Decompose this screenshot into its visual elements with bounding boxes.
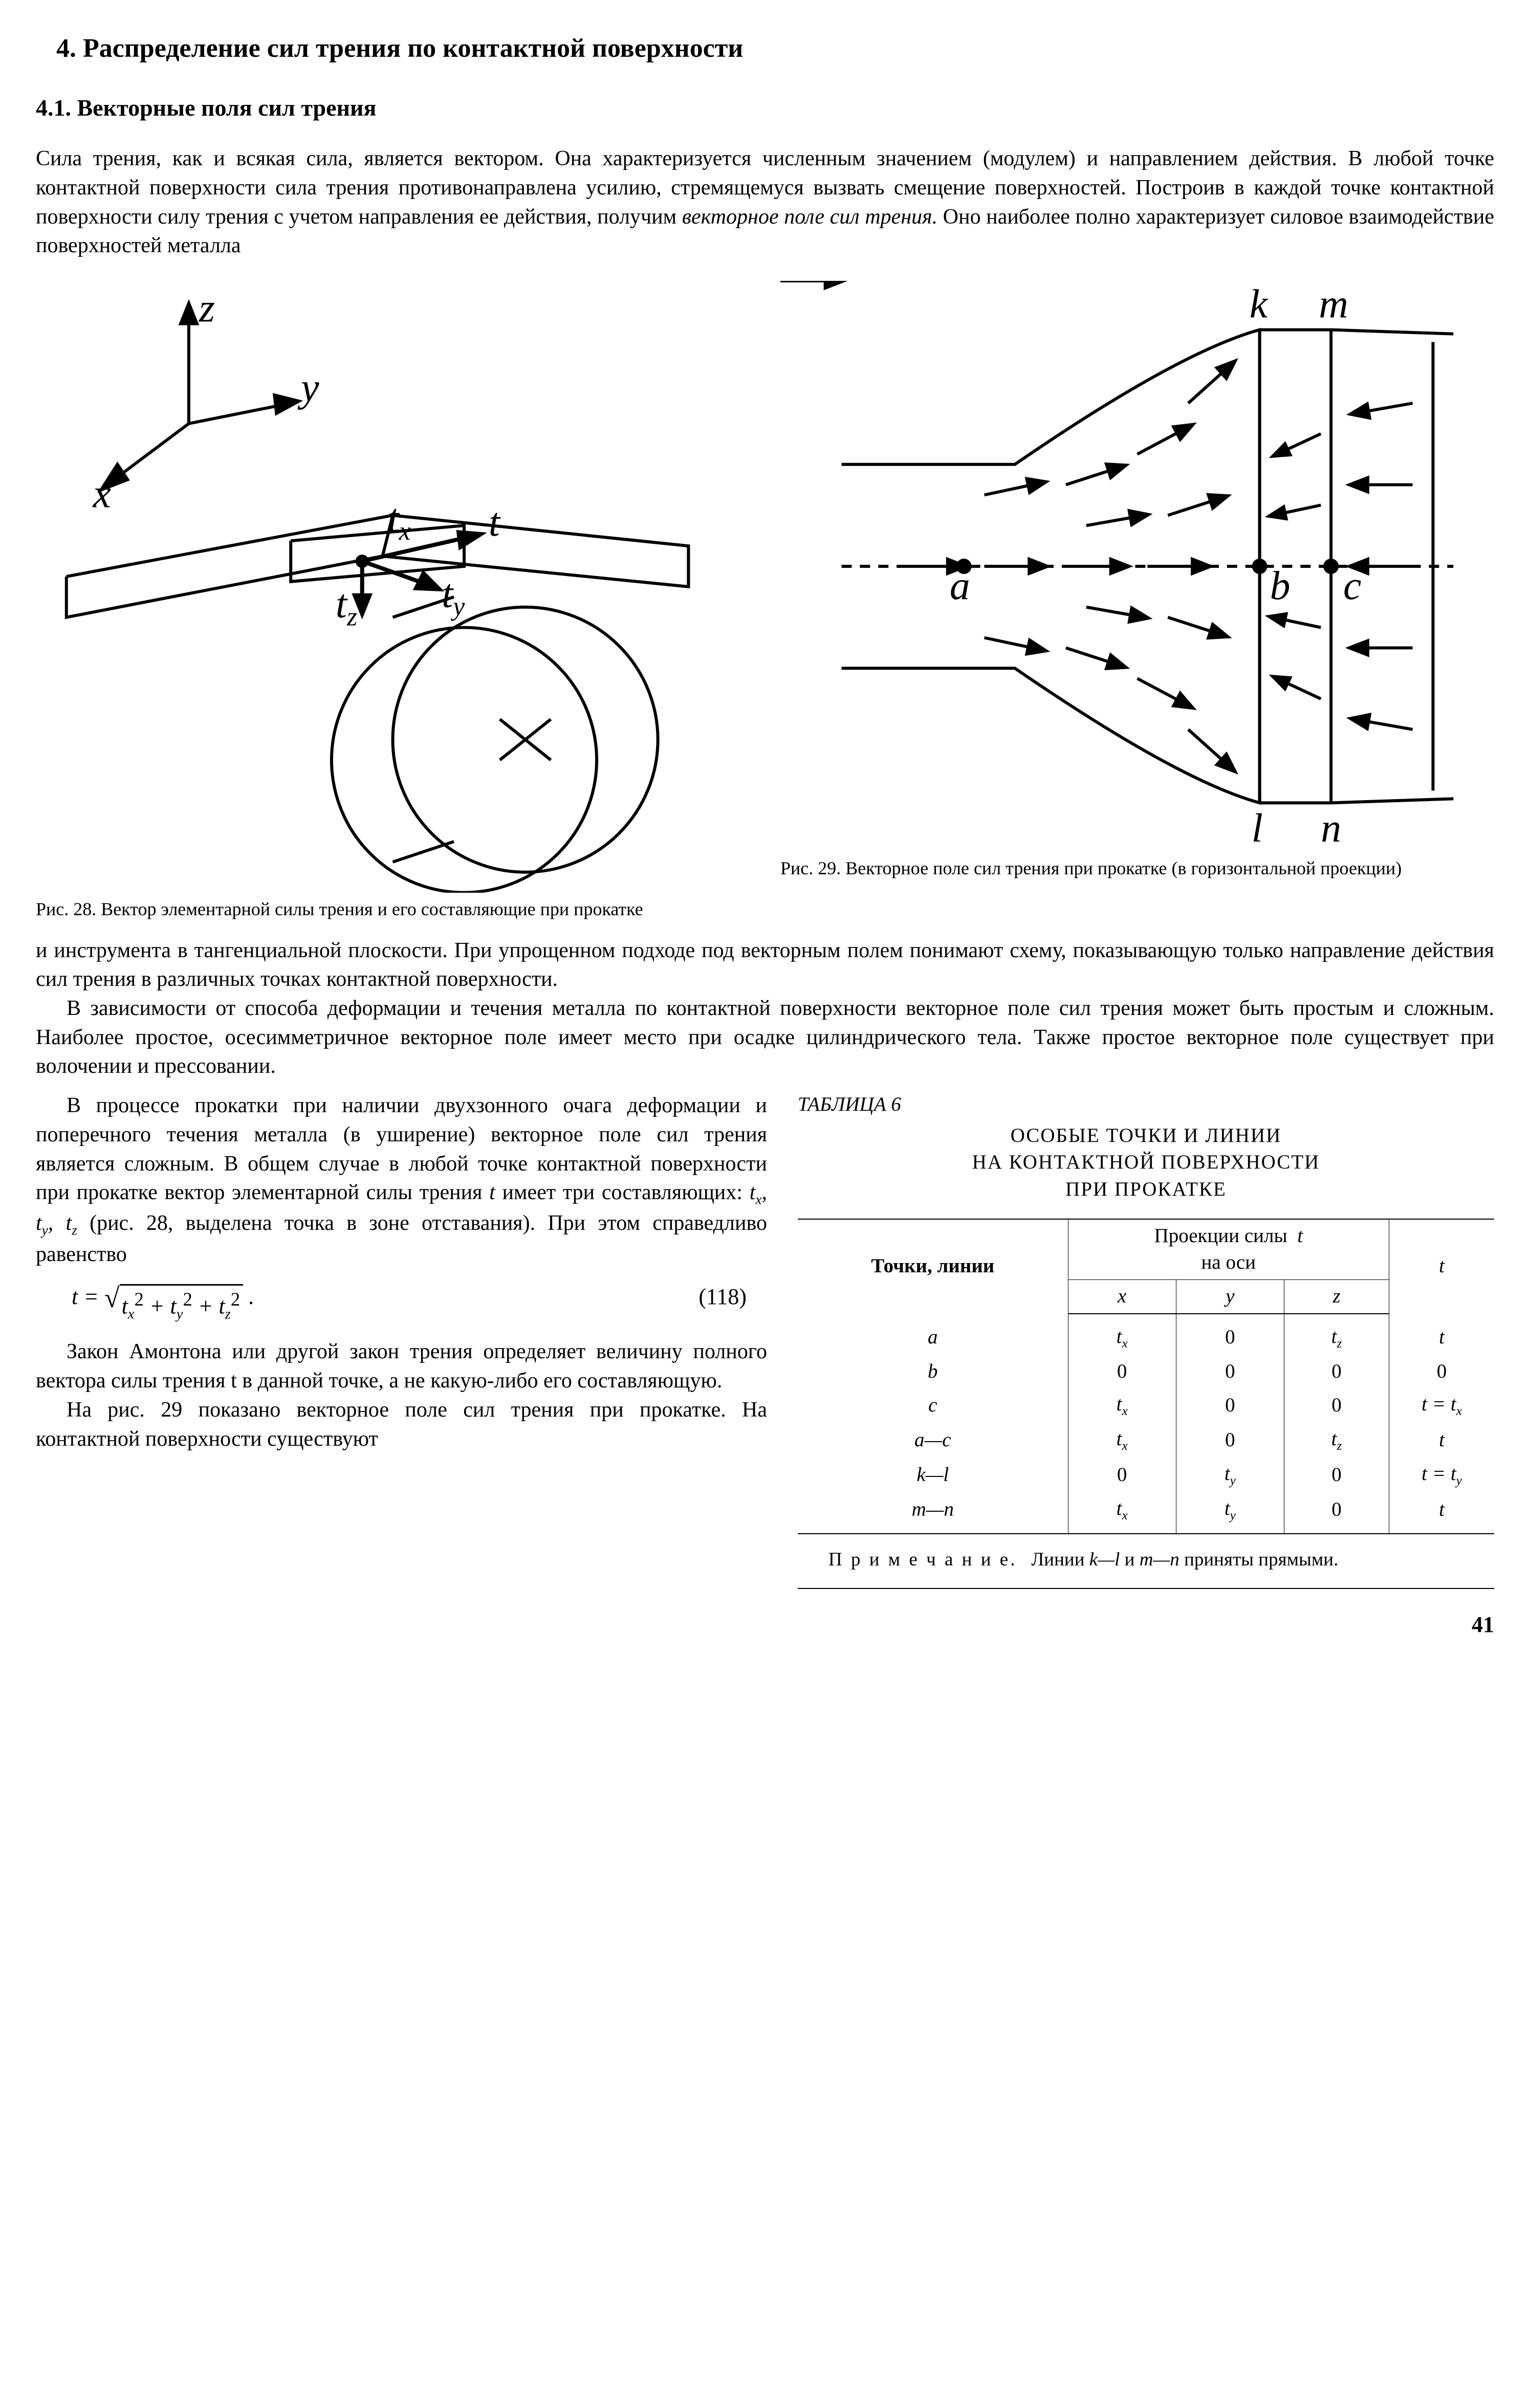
equation-118: t = √ tx2 + ty2 + tz2 . (118)	[72, 1282, 767, 1324]
table-note: П р и м е ч а н и е. Линии k—l и m—n при…	[798, 1547, 1494, 1573]
col-proj: Проекции силы tна оси	[1154, 1225, 1303, 1274]
para4b: имеет три составляющих:	[495, 1181, 750, 1204]
note-label: П р и м е ч а н и е.	[828, 1549, 1017, 1570]
para4c: (рис. 28, выделена точка в зоне отставан…	[36, 1211, 767, 1266]
label-k: k	[1250, 282, 1269, 327]
label-l: l	[1252, 806, 1263, 851]
label-b: b	[1270, 563, 1291, 608]
col-points: Точки, линии	[798, 1219, 1068, 1314]
subcol-y: y	[1176, 1280, 1284, 1314]
paragraph-5: Закон Амонтона или другой закон трения о…	[36, 1337, 767, 1395]
table-row: b 0 0 0 0	[798, 1355, 1494, 1388]
axis-y-label: y	[297, 365, 319, 410]
figure-29-caption: Рис. 29. Векторное поле сил трения при п…	[780, 857, 1494, 880]
label-n: n	[1321, 806, 1341, 851]
note-body: Линии k—l и m—n приняты прямыми.	[1031, 1549, 1338, 1570]
vector-tz-label: tz	[336, 582, 357, 632]
page-number: 41	[36, 1609, 1494, 1640]
table-row: c tx 0 0 t = tx	[798, 1388, 1494, 1423]
table-title-l1: ОСОБЫЕ ТОЧКИ И ЛИНИИ	[1011, 1124, 1282, 1146]
table-row: a—c tx 0 tz t	[798, 1423, 1494, 1457]
figure-28-caption: Рис. 28. Вектор элементарной силы трения…	[36, 898, 750, 921]
table-title-l3: ПРИ ПРОКАТКЕ	[1065, 1178, 1227, 1200]
label-a: a	[950, 563, 970, 608]
subcol-x: x	[1068, 1280, 1176, 1314]
subcol-z: z	[1284, 1280, 1389, 1314]
table-row: k—l 0 ty 0 t = ty	[798, 1457, 1494, 1492]
label-m: m	[1319, 282, 1348, 327]
equation-number: (118)	[698, 1282, 767, 1312]
paragraph-4: В процессе прокатки при наличии двухзонн…	[36, 1091, 767, 1269]
table-row: m—n tx ty 0 t	[798, 1492, 1494, 1534]
subsection-title: 4.1. Векторные поля сил трения	[36, 92, 1494, 124]
figure-28: z y x tx t tz ty Рис. 28. Вектор элемент…	[36, 281, 750, 921]
table-row: a tx 0 tz t	[798, 1314, 1494, 1355]
paragraph-2: и инструмента в тангенциальной плоскости…	[36, 936, 1494, 994]
figure-29: k m l n a b c Рис. 29. Векторное поле си…	[780, 281, 1494, 880]
table-6: Точки, линии Проекции силы tна оси t x y…	[798, 1219, 1494, 1535]
table-title: ОСОБЫЕ ТОЧКИ И ЛИНИИ НА КОНТАКТНОЙ ПОВЕР…	[798, 1122, 1494, 1203]
vector-tx-label: tx	[388, 496, 411, 546]
paragraph-1: Сила трения, как и всякая сила, является…	[36, 144, 1494, 260]
axis-z-label: z	[199, 286, 215, 331]
label-c: c	[1343, 563, 1361, 608]
table-title-l2: НА КОНТАКТНОЙ ПОВЕРХНОСТИ	[972, 1151, 1320, 1173]
axis-x-label: x	[93, 471, 111, 516]
section-title: 4. Распределение сил трения по контактно…	[56, 31, 1494, 67]
para1-italic: векторное поле сил трения.	[682, 205, 937, 229]
bottom-rule	[798, 1588, 1494, 1589]
vector-t-label: t	[489, 500, 501, 545]
sym-t: t	[489, 1181, 495, 1204]
table-label: ТАБЛИЦА 6	[798, 1091, 1494, 1118]
paragraph-3: В зависимости от способа деформации и те…	[36, 994, 1494, 1081]
paragraph-6: На рис. 29 показано векторное поле сил т…	[36, 1396, 767, 1453]
col-t: t	[1439, 1255, 1445, 1277]
vector-ty-label: ty	[442, 571, 465, 622]
